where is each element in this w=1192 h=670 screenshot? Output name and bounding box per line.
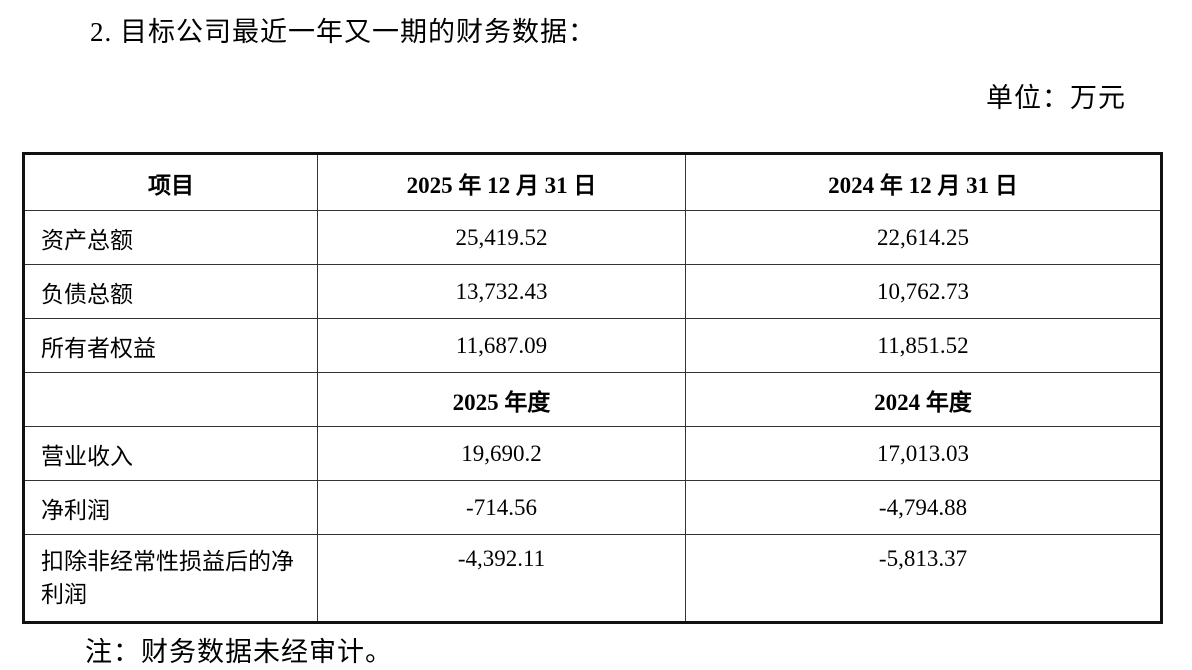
value-2025: -4,392.11: [317, 534, 686, 623]
financial-data-table: 项目 2025 年 12 月 31 日 2024 年 12 月 31 日 资产总…: [22, 152, 1163, 624]
header-date-2025: 2025 年 12 月 31 日: [317, 153, 686, 211]
table-row-net-profit: 净利润 -714.56 -4,794.88: [23, 480, 1162, 535]
value-2024: -4,794.88: [685, 480, 1162, 535]
value-2025: -714.56: [317, 480, 686, 535]
period-header-item: [23, 372, 318, 427]
row-label: 所有者权益: [23, 318, 318, 373]
row-label: 资产总额: [23, 210, 318, 265]
table-header-row: 项目 2025 年 12 月 31 日 2024 年 12 月 31 日: [23, 153, 1162, 211]
value-2024: -5,813.37: [685, 534, 1162, 623]
value-2025: 25,419.52: [317, 210, 686, 265]
table-row-total-liabilities: 负债总额 13,732.43 10,762.73: [23, 264, 1162, 319]
value-2024: 17,013.03: [685, 426, 1162, 481]
table-row-net-profit-excl-nonrecurring: 扣除非经常性损益后的净利润 -4,392.11 -5,813.37: [23, 534, 1162, 623]
value-2024: 11,851.52: [685, 318, 1162, 373]
header-date-2024: 2024 年 12 月 31 日: [685, 153, 1162, 211]
table-row-operating-revenue: 营业收入 19,690.2 17,013.03: [23, 426, 1162, 481]
table-period-header-row: 2025 年度 2024 年度: [23, 372, 1162, 427]
section-title: 2. 目标公司最近一年又一期的财务数据：: [90, 17, 596, 47]
unaudited-footnote: 注：财务数据未经审计。: [85, 637, 393, 667]
table-row-owners-equity: 所有者权益 11,687.09 11,851.52: [23, 318, 1162, 373]
table-row-total-assets: 资产总额 25,419.52 22,614.25: [23, 210, 1162, 265]
unit-label: 单位：万元: [986, 83, 1126, 113]
value-2025: 19,690.2: [317, 426, 686, 481]
row-label: 净利润: [23, 480, 318, 535]
value-2024: 22,614.25: [685, 210, 1162, 265]
row-label: 营业收入: [23, 426, 318, 481]
row-label: 扣除非经常性损益后的净利润: [23, 534, 318, 623]
period-header-2024: 2024 年度: [685, 372, 1162, 427]
value-2025: 11,687.09: [317, 318, 686, 373]
header-item: 项目: [23, 153, 318, 211]
value-2025: 13,732.43: [317, 264, 686, 319]
row-label: 负债总额: [23, 264, 318, 319]
value-2024: 10,762.73: [685, 264, 1162, 319]
period-header-2025: 2025 年度: [317, 372, 686, 427]
